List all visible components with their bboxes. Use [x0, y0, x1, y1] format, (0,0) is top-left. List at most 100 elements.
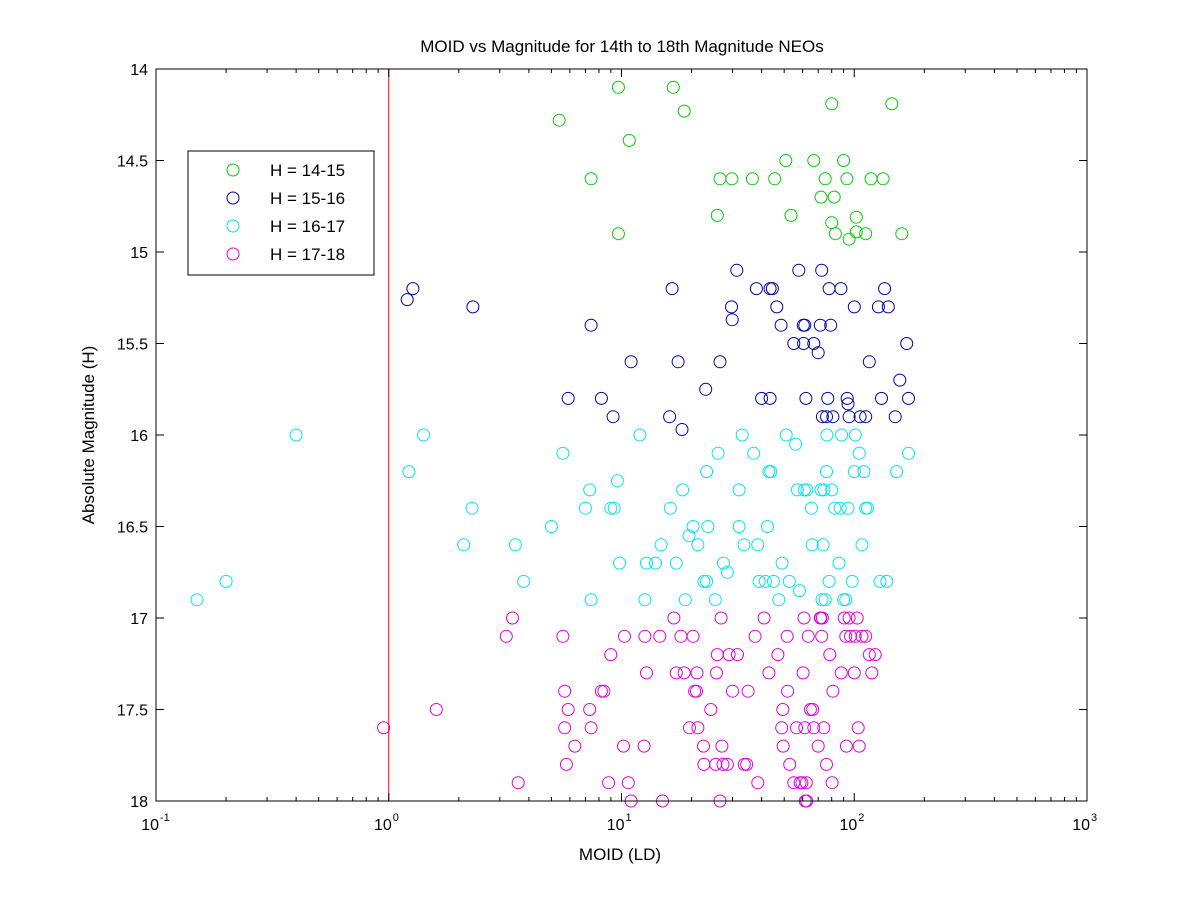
data-point [710, 208, 724, 222]
data-point [667, 611, 681, 625]
data-point [506, 611, 519, 625]
data-point [837, 611, 851, 625]
data-point [842, 611, 856, 625]
data-point [714, 611, 728, 625]
data-point [678, 593, 692, 607]
data-point [834, 666, 848, 680]
data-point [865, 666, 879, 680]
data-point [855, 538, 869, 552]
data-point [784, 208, 798, 222]
data-point [859, 629, 873, 643]
data-point [594, 391, 608, 405]
y-tick-label: 14 [130, 62, 148, 79]
data-point [578, 501, 592, 515]
data-point [417, 428, 430, 442]
data-point [797, 337, 811, 350]
data-point [640, 556, 653, 570]
data-point [700, 574, 714, 588]
data-point [731, 648, 744, 662]
data-point [832, 556, 846, 570]
data-point [559, 757, 573, 771]
data-point [737, 538, 751, 552]
data-point [825, 483, 839, 497]
data-point [690, 666, 704, 680]
data-point [584, 318, 598, 332]
data-point [654, 538, 668, 552]
data-point [726, 684, 739, 698]
data-point [825, 97, 839, 111]
data-point [799, 776, 813, 790]
legend: H = 14-15 H = 15-16 H = 16-17 H = 17-18 [187, 150, 375, 276]
data-point [511, 776, 525, 790]
y-tick-label: 16 [130, 428, 148, 445]
data-point [669, 556, 683, 570]
data-point [613, 556, 626, 570]
data-point [790, 483, 804, 497]
data-point [400, 293, 414, 307]
data-point [827, 190, 841, 204]
series-2 [400, 263, 915, 436]
y-tick-label: 17 [130, 611, 148, 628]
data-point [795, 776, 809, 790]
series-3 [190, 428, 915, 607]
data-point [811, 346, 825, 360]
data-point [815, 629, 829, 643]
data-point [797, 611, 811, 625]
data-point [868, 648, 882, 662]
data-point [690, 684, 703, 698]
x-tick-label: 10 [374, 817, 392, 834]
data-point [876, 172, 890, 186]
data-point [708, 593, 722, 607]
data-point [815, 263, 829, 277]
data-point [556, 446, 570, 460]
data-point [716, 556, 730, 570]
data-point [878, 282, 892, 296]
data-point [618, 629, 631, 643]
data-point [814, 190, 828, 204]
data-point [900, 337, 914, 350]
data-point [825, 776, 839, 790]
data-point [797, 483, 811, 497]
y-axis-label: Absolute Magnitude (H) [79, 346, 98, 525]
data-point [699, 382, 713, 396]
y-tick-label: 15 [130, 245, 148, 262]
legend-label: H = 17-18 [270, 245, 345, 264]
data-point [190, 593, 204, 607]
data-point [762, 666, 776, 680]
data-point [377, 721, 391, 735]
y-axis-ticks: 14 14.5 15 15.5 16 16.5 17 17.5 18 [117, 62, 1087, 811]
data-point [552, 113, 566, 127]
data-point [219, 574, 233, 588]
data-point [880, 574, 894, 588]
data-point [764, 465, 778, 479]
y-tick-label: 14.5 [117, 154, 148, 171]
data-point [752, 574, 766, 588]
data-point [741, 684, 755, 698]
data-point [697, 739, 710, 753]
data-point [823, 648, 837, 662]
data-point [713, 355, 727, 369]
y-tick-label: 17.5 [117, 703, 148, 720]
data-point [847, 465, 861, 479]
data-point [775, 556, 789, 570]
data-point [859, 410, 873, 424]
data-point [852, 446, 866, 460]
data-point [885, 97, 899, 111]
data-point [839, 593, 853, 607]
data-point [821, 391, 835, 405]
data-point [597, 684, 611, 698]
data-point [841, 501, 855, 515]
data-point [861, 501, 874, 515]
data-point [820, 757, 833, 771]
data-point [704, 703, 718, 716]
data-point [402, 465, 416, 479]
data-point [748, 629, 762, 643]
data-point [720, 565, 734, 579]
data-point [715, 739, 729, 753]
data-point [722, 648, 736, 662]
data-point [747, 446, 761, 460]
data-point [499, 629, 513, 643]
data-point [820, 410, 833, 424]
data-point [617, 739, 630, 753]
